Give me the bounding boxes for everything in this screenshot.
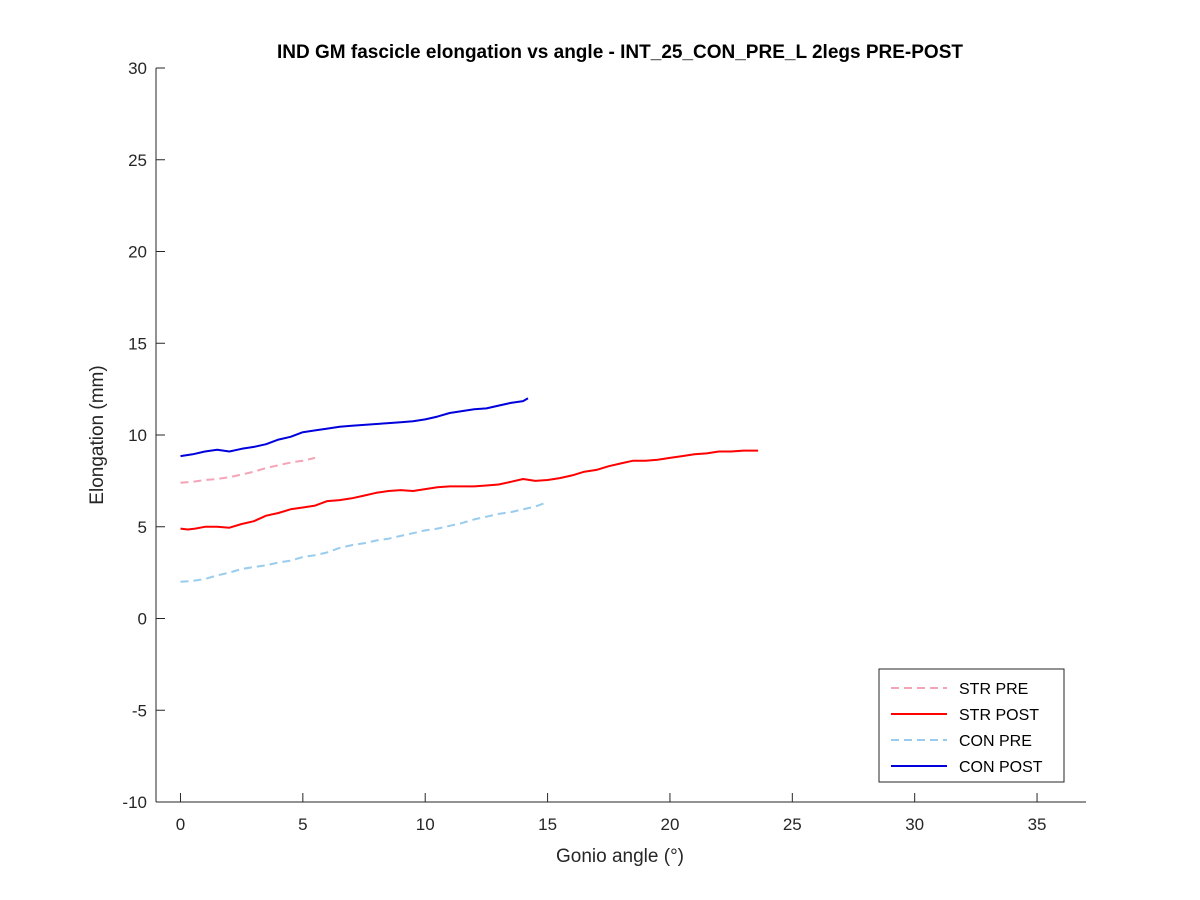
y-tick-label: 20 [128,243,147,262]
series-line-str-post [180,449,759,531]
x-tick-label: 20 [660,815,679,834]
x-tick-label: 10 [416,815,435,834]
y-tick-label: 30 [128,59,147,78]
y-tick-label: -5 [132,701,147,720]
x-tick-label: 15 [538,815,557,834]
legend-label-str-post: STR POST [959,707,1039,724]
x-tick-label: 5 [298,815,307,834]
y-tick-label: 0 [138,610,147,629]
series-line-str-pre [180,456,316,484]
y-tick-label: 10 [128,426,147,445]
legend-label-str-pre: STR PRE [959,681,1028,698]
x-tick-label: 30 [905,815,924,834]
legend-label-con-post: CON POST [959,759,1043,776]
series-line-con-pre [180,501,548,583]
y-tick-label: -10 [122,793,147,812]
x-tick-label: 0 [176,815,185,834]
x-tick-label: 35 [1028,815,1047,834]
y-axis-label: Elongation (mm) [87,365,108,504]
y-tick-label: 25 [128,151,147,170]
chart-title: IND GM fascicle elongation vs angle - IN… [277,42,963,63]
y-tick-label: 15 [128,334,147,353]
series-layer [180,397,759,583]
y-tick-label: 5 [138,518,147,537]
axes: 0 5 10 15 20 25 30 35 -10 -5 0 5 10 15 20 25 30 [122,59,1086,834]
legend-label-con-pre: CON PRE [959,733,1032,750]
x-axis-label: Gonio angle (°) [556,846,684,867]
series-line-con-post [180,397,529,458]
legend: STR PRE STR POST CON PRE CON POST [878,668,1065,783]
x-tick-label: 25 [783,815,802,834]
